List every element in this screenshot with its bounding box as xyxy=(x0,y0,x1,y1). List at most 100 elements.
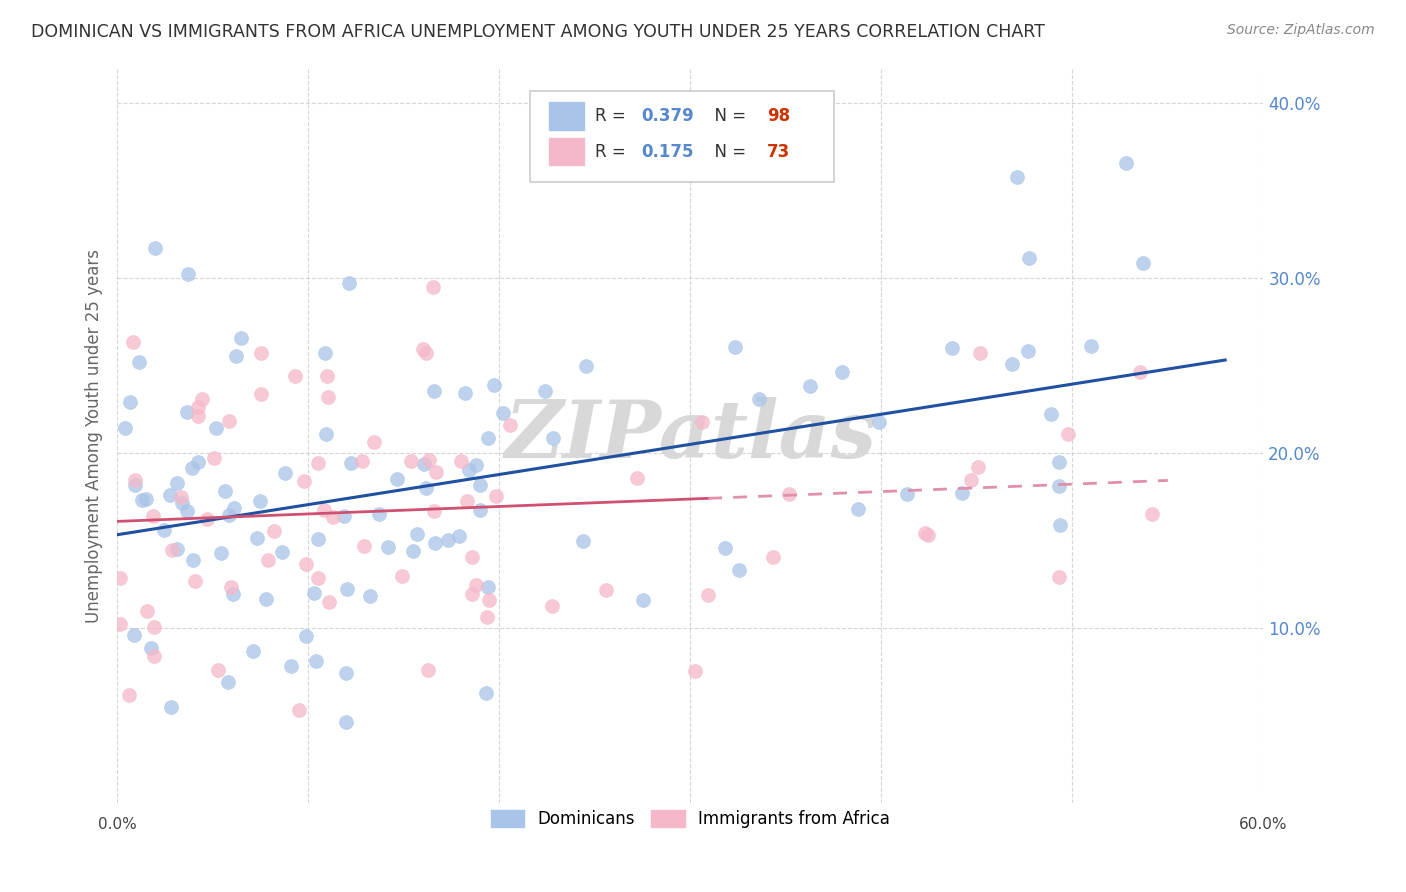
Dominicans xyxy=(1047,455,1070,469)
Text: N =: N = xyxy=(704,143,751,161)
Dominicans xyxy=(1018,252,1040,266)
Immigrants from Africa xyxy=(1057,427,1080,442)
Dominicans xyxy=(402,543,425,558)
Dominicans xyxy=(575,359,598,374)
Bar xyxy=(550,103,583,130)
Dominicans xyxy=(465,458,488,473)
Dominicans xyxy=(153,523,176,537)
Dominicans xyxy=(246,531,269,545)
Dominicans xyxy=(340,456,363,470)
Dominicans xyxy=(335,715,357,730)
Immigrants from Africa xyxy=(626,471,648,485)
Immigrants from Africa xyxy=(456,493,478,508)
Dominicans xyxy=(181,460,204,475)
Dominicans xyxy=(1001,357,1024,371)
Immigrants from Africa xyxy=(683,664,706,678)
Immigrants from Africa xyxy=(391,568,413,582)
FancyBboxPatch shape xyxy=(530,91,834,182)
Immigrants from Africa xyxy=(416,663,439,677)
Immigrants from Africa xyxy=(307,571,329,585)
Dominicans xyxy=(406,526,429,541)
Dominicans xyxy=(139,641,162,656)
Immigrants from Africa xyxy=(917,528,939,542)
Immigrants from Africa xyxy=(218,413,240,427)
Immigrants from Africa xyxy=(124,473,146,487)
Dominicans xyxy=(315,426,337,441)
Dominicans xyxy=(336,582,359,596)
Dominicans xyxy=(176,504,198,518)
Dominicans xyxy=(492,406,515,420)
Immigrants from Africa xyxy=(307,456,329,470)
Dominicans xyxy=(231,331,253,345)
Dominicans xyxy=(271,544,294,558)
Dominicans xyxy=(425,536,447,550)
Immigrants from Africa xyxy=(191,392,214,407)
Dominicans xyxy=(412,457,434,471)
Dominicans xyxy=(534,384,557,399)
Immigrants from Africa xyxy=(914,525,936,540)
Dominicans xyxy=(225,349,247,363)
Immigrants from Africa xyxy=(292,474,315,488)
Immigrants from Africa xyxy=(316,390,339,404)
Dominicans xyxy=(572,533,595,548)
Dominicans xyxy=(183,553,205,567)
Immigrants from Africa xyxy=(595,583,617,598)
Dominicans xyxy=(633,593,655,607)
Immigrants from Africa xyxy=(697,588,720,602)
Dominicans xyxy=(120,394,142,409)
Dominicans xyxy=(415,481,437,495)
Immigrants from Africa xyxy=(461,550,484,565)
Text: Source: ZipAtlas.com: Source: ZipAtlas.com xyxy=(1227,23,1375,37)
Dominicans xyxy=(314,345,336,359)
Immigrants from Africa xyxy=(415,346,437,360)
Immigrants from Africa xyxy=(969,346,991,360)
Dominicans xyxy=(242,644,264,658)
Immigrants from Africa xyxy=(108,616,131,631)
Dominicans xyxy=(359,590,381,604)
Dominicans xyxy=(1080,339,1102,353)
Dominicans xyxy=(1040,407,1063,421)
Dominicans xyxy=(846,502,869,516)
Immigrants from Africa xyxy=(263,524,285,538)
Dominicans xyxy=(176,405,198,419)
Immigrants from Africa xyxy=(284,369,307,384)
Immigrants from Africa xyxy=(350,454,373,468)
Dominicans xyxy=(159,488,181,502)
Legend: Dominicans, Immigrants from Africa: Dominicans, Immigrants from Africa xyxy=(484,804,897,835)
Text: 0.175: 0.175 xyxy=(641,143,693,161)
Text: 0.379: 0.379 xyxy=(641,107,693,125)
Immigrants from Africa xyxy=(967,459,990,474)
Dominicans xyxy=(305,654,328,668)
Dominicans xyxy=(385,472,408,486)
Immigrants from Africa xyxy=(195,512,218,526)
Immigrants from Africa xyxy=(422,280,444,294)
Immigrants from Africa xyxy=(478,593,501,607)
Dominicans xyxy=(124,477,146,491)
Dominicans xyxy=(222,587,245,601)
Dominicans xyxy=(950,486,973,500)
Immigrants from Africa xyxy=(135,604,157,618)
Dominicans xyxy=(470,503,492,517)
Text: 60.0%: 60.0% xyxy=(1239,817,1288,831)
Immigrants from Africa xyxy=(207,663,229,677)
Dominicans xyxy=(166,476,188,491)
Immigrants from Africa xyxy=(170,490,193,504)
Dominicans xyxy=(458,463,481,477)
Immigrants from Africa xyxy=(1129,365,1152,379)
Dominicans xyxy=(896,487,918,501)
Dominicans xyxy=(335,665,357,680)
Dominicans xyxy=(166,541,188,556)
Immigrants from Africa xyxy=(1140,508,1163,522)
Immigrants from Africa xyxy=(295,557,318,571)
Immigrants from Africa xyxy=(762,549,785,564)
Immigrants from Africa xyxy=(250,346,273,360)
Dominicans xyxy=(724,340,747,354)
Immigrants from Africa xyxy=(184,574,207,589)
Immigrants from Africa xyxy=(122,334,145,349)
Dominicans xyxy=(302,586,325,600)
Dominicans xyxy=(337,276,360,290)
Text: ZIPatlas: ZIPatlas xyxy=(505,397,876,475)
Immigrants from Africa xyxy=(314,503,336,517)
Dominicans xyxy=(453,386,475,401)
Dominicans xyxy=(177,267,200,281)
